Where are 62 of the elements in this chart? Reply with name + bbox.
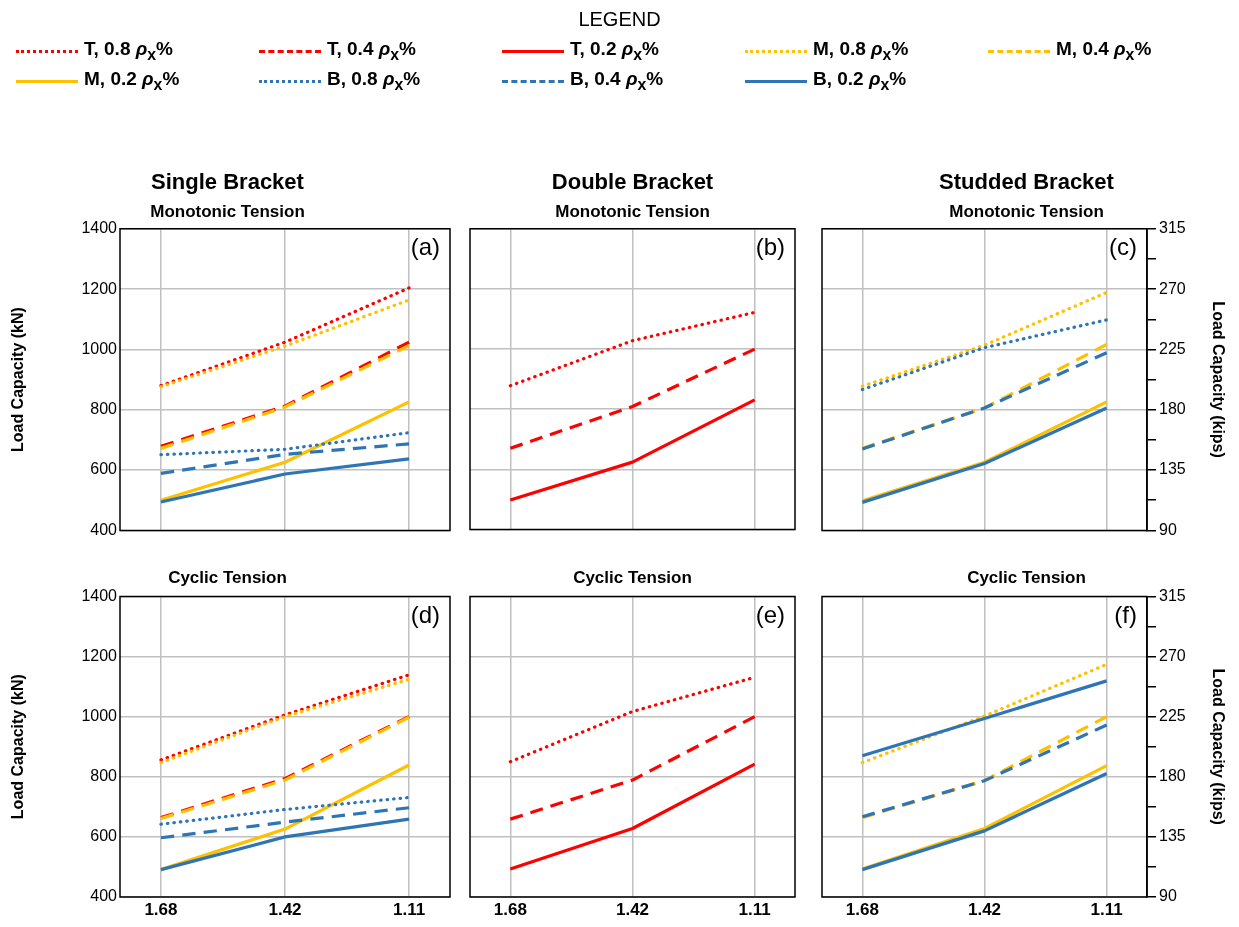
legend-label: T, 0.2 ρ$_{x}$% xyxy=(570,38,659,64)
annotation: (f) xyxy=(1114,601,1137,629)
y-tick-label: 800 xyxy=(90,400,118,418)
annotation: (e) xyxy=(755,601,785,629)
chart-title: Double Bracket xyxy=(551,169,714,195)
x-tick-label: 1.68 xyxy=(493,899,527,919)
x-tick-label: 1.11 xyxy=(392,899,426,919)
y-tick-label: 1000 xyxy=(81,707,118,725)
x-tick-label: 1.42 xyxy=(615,899,650,919)
y-tick-label: 1400 xyxy=(81,586,118,604)
y2-tick-label: 135 xyxy=(1159,827,1186,845)
y2-tick-label: 180 xyxy=(1159,400,1186,418)
y2-tick-label: 225 xyxy=(1159,339,1186,357)
x-tick-label: 1.11 xyxy=(1090,899,1123,919)
y2-tick-label: 315 xyxy=(1159,586,1186,604)
y-tick-label: 400 xyxy=(90,887,118,905)
x-tick-label: 1.68 xyxy=(144,899,178,919)
y-tick-label: 1000 xyxy=(81,339,118,357)
x-tick-label: 1.42 xyxy=(967,899,1002,919)
legend-label: T, 0.8 ρ$_{x}$% xyxy=(84,38,173,64)
chart-title: Cyclic Tension xyxy=(573,567,692,587)
y2-tick-label: 180 xyxy=(1159,767,1186,785)
chart-subtitle: Monotonic Tension xyxy=(555,202,710,222)
y2-axis-title: Load Capacity (kips) xyxy=(1209,301,1227,458)
y2-tick-label: 270 xyxy=(1159,279,1186,297)
y2-tick-label: 225 xyxy=(1159,707,1186,725)
y-tick-label: 600 xyxy=(90,827,118,845)
legend-label: B, 0.8 ρ$_{x}$% xyxy=(327,68,421,94)
annotation: (d) xyxy=(410,601,440,629)
y2-tick-label: 270 xyxy=(1159,646,1186,664)
chart-title: Cyclic Tension xyxy=(168,567,287,587)
y-tick-label: 800 xyxy=(90,767,118,785)
y2-axis-title: Load Capacity (kips) xyxy=(1209,668,1227,825)
legend-label: B, 0.4 ρ$_{x}$% xyxy=(570,68,664,94)
y-tick-label: 600 xyxy=(90,460,118,478)
chart-title: Studded Bracket xyxy=(939,169,1115,195)
legend-label: T, 0.4 ρ$_{x}$% xyxy=(327,38,416,64)
chart-subtitle: Monotonic Tension xyxy=(150,202,305,222)
y2-tick-label: 135 xyxy=(1159,460,1186,478)
legend-label: M, 0.8 ρ$_{x}$% xyxy=(813,38,909,64)
y-axis-title: Load Capacity (kN) xyxy=(9,307,27,453)
annotation: (b) xyxy=(755,233,785,261)
y-tick-label: 1200 xyxy=(81,279,118,297)
legend-title: LEGEND xyxy=(577,8,662,32)
legend-label: M, 0.2 ρ$_{x}$% xyxy=(84,68,180,94)
annotation: (a) xyxy=(410,233,440,261)
y2-tick-label: 315 xyxy=(1159,219,1186,237)
x-tick-label: 1.11 xyxy=(738,899,771,919)
y2-tick-label: 90 xyxy=(1159,887,1177,905)
legend-label: M, 0.4 ρ$_{x}$% xyxy=(1056,38,1152,64)
y-axis-title: Load Capacity (kN) xyxy=(9,674,27,820)
annotation: (c) xyxy=(1109,233,1137,261)
y-tick-label: 400 xyxy=(90,520,118,538)
x-tick-label: 1.42 xyxy=(268,899,302,919)
legend-label: B, 0.2 ρ$_{x}$% xyxy=(813,68,907,94)
y-tick-label: 1400 xyxy=(81,219,118,237)
chart-title: Single Bracket xyxy=(151,169,305,195)
x-tick-label: 1.68 xyxy=(845,899,879,919)
chart-title: Cyclic Tension xyxy=(967,567,1086,587)
chart-subtitle: Monotonic Tension xyxy=(949,202,1104,222)
y2-tick-label: 90 xyxy=(1159,520,1177,538)
y-tick-label: 1200 xyxy=(81,646,118,664)
